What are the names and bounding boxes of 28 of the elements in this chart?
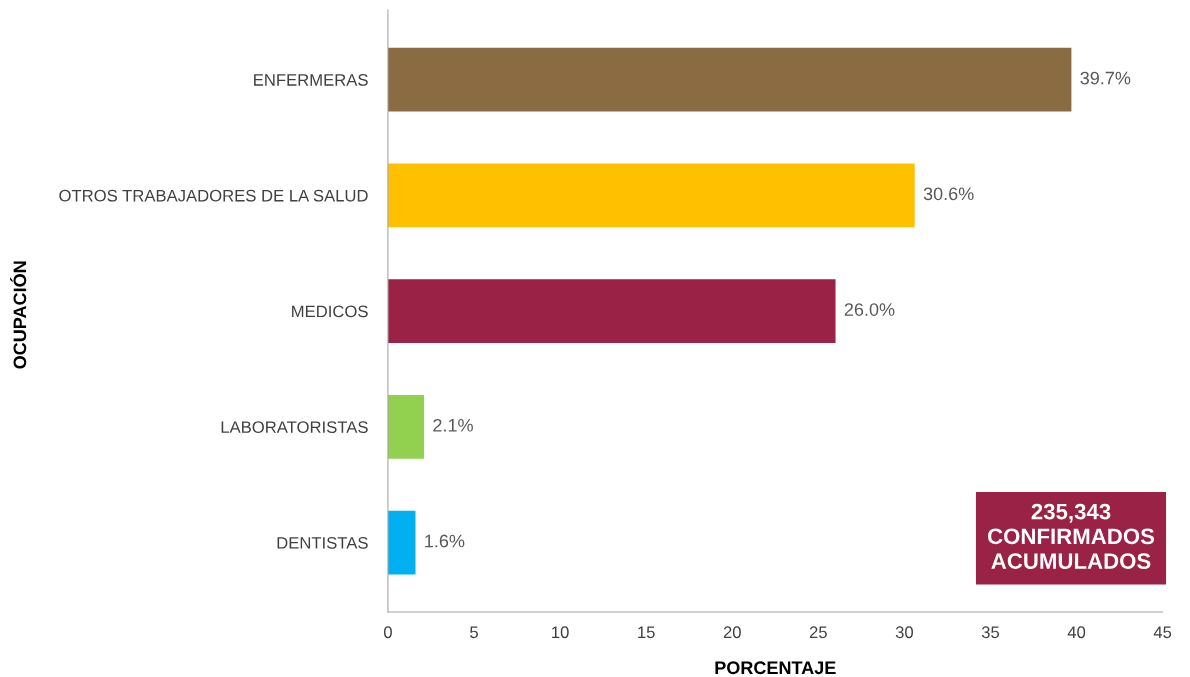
x-tick-label: 10 xyxy=(552,626,569,639)
x-tick-label: 5 xyxy=(470,626,478,639)
bar xyxy=(387,510,416,575)
y-tick-label: LABORATORISTAS xyxy=(221,421,368,434)
y-tick-label: OTROS TRABAJADORES DE LA SALUD xyxy=(59,189,368,202)
x-tick-label: 35 xyxy=(981,626,1000,639)
x-tick-label: 25 xyxy=(809,626,827,639)
bar xyxy=(387,394,425,459)
bar xyxy=(387,47,1072,112)
y-tick-label: DENTISTAS xyxy=(277,536,368,549)
x-tick-label: 45 xyxy=(1153,626,1172,639)
x-axis-title: PORCENTAJE xyxy=(715,661,836,675)
y-axis-title: OCUPACIÓN xyxy=(10,261,27,369)
x-tick-label: 0 xyxy=(383,626,392,639)
data-label: 1.6% xyxy=(425,534,465,548)
bar xyxy=(387,163,915,228)
annotation: 235,343 CONFIRMADOS ACUMULADOS xyxy=(987,503,1155,569)
bar xyxy=(387,279,836,343)
x-tick-label: 20 xyxy=(723,626,741,639)
data-label: 30.6% xyxy=(923,187,974,201)
x-tick-label: 15 xyxy=(638,626,655,639)
data-label: 2.1% xyxy=(433,418,473,432)
y-tick-label: MEDICOS xyxy=(292,305,368,318)
y-tick-label: ENFERMERAS xyxy=(254,74,368,86)
x-tick-label: 40 xyxy=(1067,626,1086,639)
x-tick-label: 30 xyxy=(895,626,914,639)
data-label: 26.0% xyxy=(844,303,895,316)
data-label: 39.7% xyxy=(1080,71,1131,85)
